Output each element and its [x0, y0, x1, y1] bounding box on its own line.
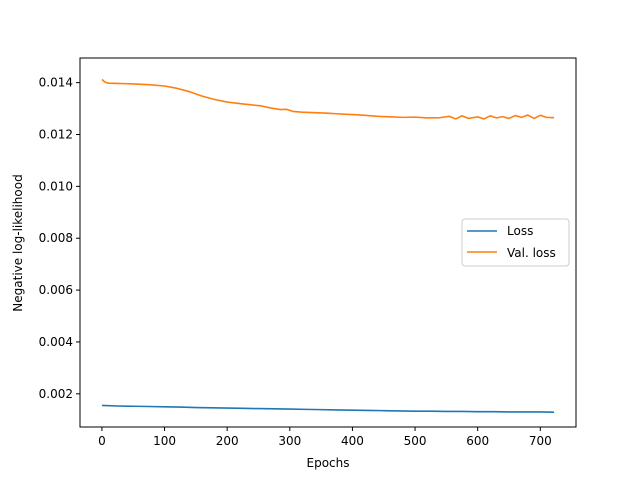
y-tick-label-5: 0.012 [39, 127, 73, 141]
y-tick-label-2: 0.006 [39, 283, 73, 297]
y-axis-label: Negative log-likelihood [11, 174, 25, 311]
x-tick-label-500: 500 [404, 434, 427, 448]
x-tick-label-400: 400 [341, 434, 364, 448]
legend-label-val-loss: Val. loss [507, 246, 556, 260]
x-tick-label-300: 300 [278, 434, 301, 448]
y-tick-label-0: 0.002 [39, 387, 73, 401]
y-tick-label-1: 0.004 [39, 335, 73, 349]
x-axis-label: Epochs [307, 456, 350, 470]
x-tick-label-700: 700 [529, 434, 552, 448]
series-line-val-loss [101, 78, 555, 120]
y-axis: 0.002 0.004 0.006 0.008 0.010 0.012 0.014 [39, 76, 80, 401]
legend: Loss Val. loss [461, 218, 570, 267]
y-tick-label-4: 0.010 [39, 179, 73, 193]
legend-label-loss: Loss [507, 224, 533, 238]
x-tick-label-100: 100 [153, 434, 176, 448]
series-layer [101, 78, 555, 414]
series-line-loss [101, 404, 555, 414]
x-tick-label-600: 600 [466, 434, 489, 448]
y-tick-label-6: 0.014 [39, 76, 73, 90]
y-tick-label-3: 0.008 [39, 231, 73, 245]
x-axis: 0 100 200 300 400 500 600 700 [98, 427, 552, 448]
x-tick-label-0: 0 [98, 434, 106, 448]
x-tick-label-200: 200 [216, 434, 239, 448]
